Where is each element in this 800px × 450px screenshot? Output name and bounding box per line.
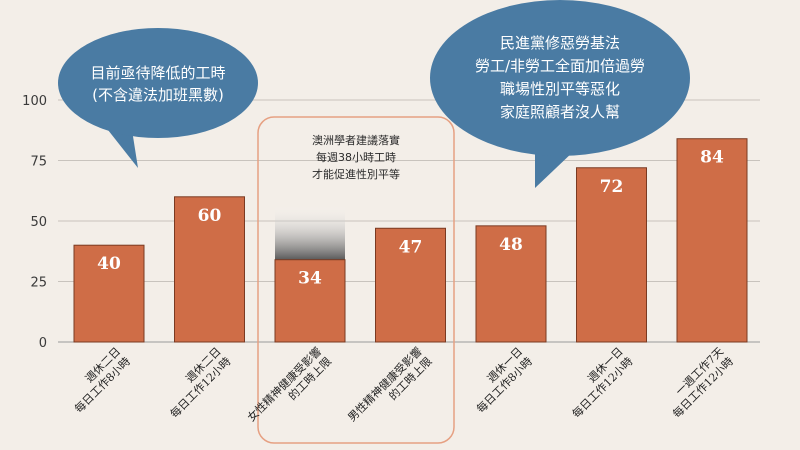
center-note-line: 每週38小時工時 [316, 150, 396, 164]
bar [576, 167, 647, 343]
y-tick-label: 0 [39, 336, 47, 351]
right-bubble-text: 職場性別平等惡化 [500, 80, 620, 98]
right-bubble-text: 家庭照顧者沒人幫 [500, 103, 620, 121]
bar-value-label: 40 [97, 254, 121, 274]
center-note-line: 才能促進性別平等 [312, 167, 400, 181]
right-bubble-text: 勞工/非勞工全面加倍過勞 [475, 57, 645, 75]
bar-value-label: 47 [399, 237, 423, 257]
bar [676, 138, 748, 343]
right-bubble-tail [535, 150, 575, 188]
fade-block [275, 205, 345, 260]
left-bubble-tail [108, 130, 138, 168]
bar-value-label: 60 [198, 206, 222, 226]
y-tick-label: 25 [30, 276, 47, 291]
bar [274, 259, 346, 343]
left-bubble-text: (不含違法加班黑數) [92, 86, 224, 104]
y-tick-label: 100 [22, 94, 47, 109]
right-bubble-text: 民進黨修惡勞基法 [500, 34, 620, 52]
center-note-line: 澳洲學者建議落實 [312, 133, 400, 147]
bar [375, 227, 446, 343]
bar-value-label: 72 [600, 177, 624, 197]
bar [475, 225, 547, 343]
bar [174, 196, 245, 343]
y-tick-label: 50 [30, 215, 47, 230]
y-tick-label: 75 [30, 155, 47, 170]
bar-value-label: 34 [298, 269, 322, 289]
left-bubble-text: 目前亟待降低的工時 [90, 64, 225, 82]
bar-value-label: 84 [700, 148, 724, 168]
bar [73, 244, 145, 343]
right-bubble [430, 0, 690, 156]
bar-value-label: 48 [499, 235, 523, 255]
left-bubble [58, 28, 258, 138]
highlight-box [257, 116, 455, 444]
